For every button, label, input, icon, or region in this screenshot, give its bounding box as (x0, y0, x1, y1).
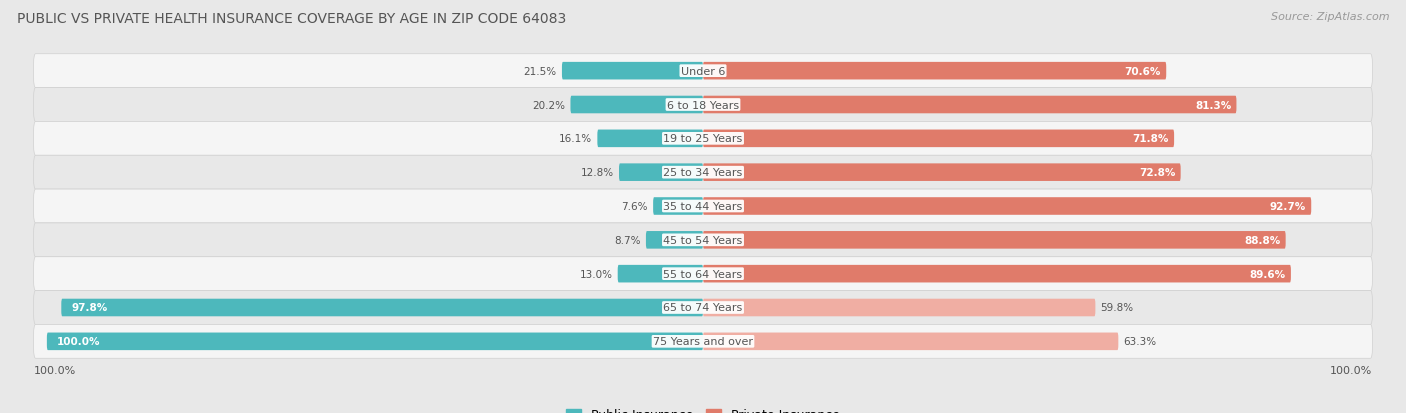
FancyBboxPatch shape (703, 231, 1285, 249)
FancyBboxPatch shape (645, 231, 703, 249)
Text: 19 to 25 Years: 19 to 25 Years (664, 134, 742, 144)
Text: Under 6: Under 6 (681, 66, 725, 76)
Text: 88.8%: 88.8% (1244, 235, 1281, 245)
FancyBboxPatch shape (598, 130, 703, 148)
FancyBboxPatch shape (703, 198, 1312, 215)
Text: 45 to 54 Years: 45 to 54 Years (664, 235, 742, 245)
Text: 21.5%: 21.5% (523, 66, 557, 76)
Text: 92.7%: 92.7% (1270, 202, 1306, 211)
FancyBboxPatch shape (34, 156, 1372, 190)
Text: 8.7%: 8.7% (614, 235, 641, 245)
Legend: Public Insurance, Private Insurance: Public Insurance, Private Insurance (561, 404, 845, 413)
FancyBboxPatch shape (46, 333, 703, 350)
Text: 89.6%: 89.6% (1250, 269, 1285, 279)
FancyBboxPatch shape (62, 299, 703, 316)
FancyBboxPatch shape (703, 265, 1291, 283)
FancyBboxPatch shape (703, 130, 1174, 148)
Text: 6 to 18 Years: 6 to 18 Years (666, 100, 740, 110)
FancyBboxPatch shape (703, 299, 1095, 316)
FancyBboxPatch shape (562, 63, 703, 80)
Text: 100.0%: 100.0% (1330, 365, 1372, 375)
FancyBboxPatch shape (703, 97, 1236, 114)
Text: Source: ZipAtlas.com: Source: ZipAtlas.com (1271, 12, 1389, 22)
FancyBboxPatch shape (34, 257, 1372, 291)
Text: 7.6%: 7.6% (621, 202, 648, 211)
Text: 81.3%: 81.3% (1195, 100, 1232, 110)
Text: 100.0%: 100.0% (34, 365, 76, 375)
FancyBboxPatch shape (571, 97, 703, 114)
Text: 72.8%: 72.8% (1139, 168, 1175, 178)
Text: 35 to 44 Years: 35 to 44 Years (664, 202, 742, 211)
Text: 65 to 74 Years: 65 to 74 Years (664, 303, 742, 313)
Text: 70.6%: 70.6% (1125, 66, 1161, 76)
FancyBboxPatch shape (617, 265, 703, 283)
Text: PUBLIC VS PRIVATE HEALTH INSURANCE COVERAGE BY AGE IN ZIP CODE 64083: PUBLIC VS PRIVATE HEALTH INSURANCE COVER… (17, 12, 567, 26)
FancyBboxPatch shape (703, 333, 1118, 350)
FancyBboxPatch shape (34, 325, 1372, 358)
FancyBboxPatch shape (654, 198, 703, 215)
FancyBboxPatch shape (619, 164, 703, 182)
FancyBboxPatch shape (34, 190, 1372, 223)
Text: 97.8%: 97.8% (72, 303, 107, 313)
Text: 25 to 34 Years: 25 to 34 Years (664, 168, 742, 178)
FancyBboxPatch shape (34, 55, 1372, 88)
Text: 13.0%: 13.0% (579, 269, 613, 279)
Text: 20.2%: 20.2% (533, 100, 565, 110)
Text: 16.1%: 16.1% (560, 134, 592, 144)
Text: 55 to 64 Years: 55 to 64 Years (664, 269, 742, 279)
FancyBboxPatch shape (34, 122, 1372, 156)
FancyBboxPatch shape (34, 291, 1372, 325)
Text: 12.8%: 12.8% (581, 168, 614, 178)
FancyBboxPatch shape (34, 223, 1372, 257)
FancyBboxPatch shape (703, 63, 1166, 80)
FancyBboxPatch shape (703, 164, 1181, 182)
Text: 75 Years and over: 75 Years and over (652, 337, 754, 347)
Text: 59.8%: 59.8% (1101, 303, 1133, 313)
Text: 71.8%: 71.8% (1132, 134, 1168, 144)
Text: 63.3%: 63.3% (1123, 337, 1157, 347)
Text: 100.0%: 100.0% (56, 337, 100, 347)
FancyBboxPatch shape (34, 88, 1372, 122)
